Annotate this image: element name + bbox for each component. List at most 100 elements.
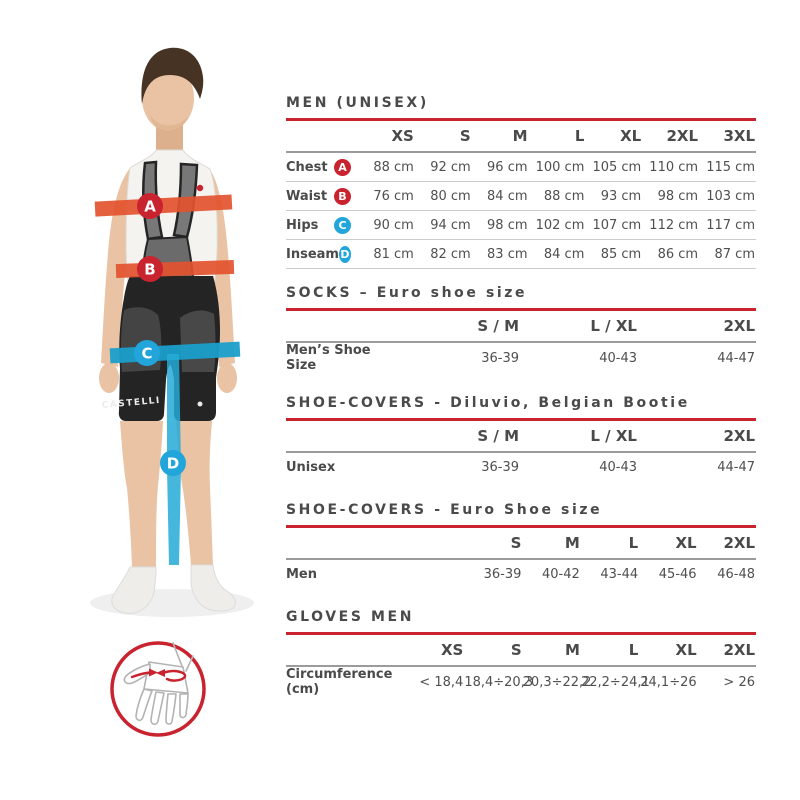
size-col-header: M (522, 528, 581, 560)
empty-header-cell (286, 421, 402, 453)
marker-a-badge: A (334, 158, 351, 176)
table-row-circumference: Circumference (cm) < 18,4 18,4÷20,3 20,3… (286, 666, 756, 697)
right-leg (176, 421, 213, 565)
size-value-cell: 100 cm (528, 152, 586, 182)
size-value-cell: 40-43 (599, 350, 637, 366)
size-value-cell: 102 cm (528, 210, 586, 240)
marker-d: D (160, 450, 186, 476)
shorts-right-logo (197, 401, 203, 407)
left-leg (120, 421, 163, 567)
size-value-cell: < 18,4 (419, 674, 464, 690)
size-value-cell: 87 cm (699, 239, 756, 269)
size-col-header: XL (585, 121, 643, 153)
marker-b-badge: B (334, 187, 351, 205)
section-title-men-unisex: MEN (UNISEX) (286, 95, 756, 121)
row-label: Inseam (286, 246, 339, 262)
table-row-men: Men 36-39 40-42 43-44 45-46 46-48 (286, 559, 756, 588)
header-row: S / M L / XL 2XL (286, 421, 756, 453)
table-row-chest: Chest A 88 cm 92 cm 96 cm 100 cm 105 cm … (286, 152, 756, 182)
size-value-cell: 36-39 (483, 566, 522, 582)
size-col-header: 3XL (699, 121, 756, 153)
size-value-cell: 18,4÷20,3 (464, 674, 534, 690)
size-col-header: M (471, 121, 529, 153)
size-col-header: M (522, 635, 581, 667)
size-value-cell: 117 cm (699, 210, 756, 240)
header-row: S / M L / XL 2XL (286, 311, 756, 343)
size-col-header: 2XL (638, 421, 756, 453)
table-row-mens-shoe-size: Men’s Shoe Size 36-39 40-43 44-47 (286, 342, 756, 373)
empty-header-cell (286, 121, 358, 153)
marker-c-badge: C (334, 216, 351, 234)
row-label: Men’s Shoe Size (286, 343, 371, 373)
hand-outline (123, 642, 194, 726)
size-value-cell: 36-39 (481, 350, 519, 366)
shoecovers-euro-table: S M L XL 2XL Men 36-39 40-42 43-44 45-46… (286, 528, 756, 588)
row-label: Waist (286, 188, 328, 204)
circumference-arrows (130, 668, 187, 682)
size-value-cell: > 26 (723, 674, 755, 690)
row-label: Hips (286, 217, 319, 233)
size-col-header: XS (406, 635, 465, 667)
left-hand (99, 363, 119, 393)
marker-c: C (134, 340, 160, 366)
marker-b: B (137, 256, 163, 282)
row-label: Unisex (286, 459, 336, 475)
size-value-cell: 112 cm (642, 210, 700, 240)
empty-header-cell (286, 528, 464, 560)
size-value-cell: 43-44 (600, 566, 639, 582)
header-row: S M L XL 2XL (286, 528, 756, 560)
size-value-cell: 105 cm (585, 152, 643, 182)
castelli-chest-logo (196, 184, 204, 192)
size-col-header: S (464, 635, 523, 667)
row-label: Circumference (cm) (286, 667, 393, 697)
svg-text:A: A (144, 198, 156, 216)
glove-measure-icon (110, 641, 206, 737)
right-sock (190, 564, 236, 612)
size-value-cell: 85 cm (585, 239, 643, 269)
size-col-header: L (580, 635, 640, 667)
table-row-inseam: Inseam D 81 cm 82 cm 83 cm 84 cm 85 cm 8… (286, 239, 756, 269)
left-sock (111, 566, 157, 614)
men-unisex-table: XS S M L XL 2XL 3XL Chest A 88 cm 92 cm … (286, 121, 756, 269)
size-value-cell: 84 cm (471, 181, 529, 211)
size-col-header: 2XL (638, 311, 756, 343)
size-value-cell: 44-47 (717, 459, 755, 475)
svg-text:D: D (167, 455, 179, 473)
section-title-shoecovers-euro: SHOE-COVERS - Euro Shoe size (286, 502, 756, 528)
size-col-header: XS (358, 121, 415, 153)
size-value-cell: 93 cm (585, 181, 643, 211)
size-col-header: 2XL (697, 635, 756, 667)
section-title-shoecovers-diluvio: SHOE-COVERS - Diluvio, Belgian Bootie (286, 395, 756, 421)
shorts-side-panel-right (180, 310, 216, 372)
size-value-cell: 80 cm (414, 181, 472, 211)
size-value-cell: 86 cm (642, 239, 700, 269)
size-col-header: L / XL (520, 311, 638, 343)
marker-a: A (137, 193, 163, 219)
header-row: XS S M L XL 2XL (286, 635, 756, 667)
size-value-cell: 84 cm (528, 239, 586, 269)
face (142, 65, 194, 131)
size-col-header: L / XL (520, 421, 638, 453)
hair (141, 47, 204, 104)
size-value-cell: 107 cm (585, 210, 643, 240)
size-value-cell: 36-39 (481, 459, 519, 475)
size-value-cell: 98 cm (471, 210, 529, 240)
marker-d-badge: D (338, 245, 351, 263)
gloves-men-table: XS S M L XL 2XL Circumference (cm) < 18,… (286, 635, 756, 697)
size-value-cell: 115 cm (699, 152, 756, 182)
table-row-unisex: Unisex 36-39 40-43 44-47 (286, 452, 756, 481)
socks-table: S / M L / XL 2XL Men’s Shoe Size 36-39 4… (286, 311, 756, 373)
shoecovers-diluvio-table: S / M L / XL 2XL Unisex 36-39 40-43 44-4… (286, 421, 756, 481)
size-value-cell: 20,3÷22,2 (522, 674, 592, 690)
glove-icon-circle (110, 641, 206, 737)
svg-text:C: C (141, 345, 152, 363)
size-value-cell: 45-46 (658, 566, 697, 582)
size-value-cell: 46-48 (717, 566, 755, 582)
size-value-cell: 24,1÷26 (640, 674, 697, 690)
size-col-header: L (528, 121, 586, 153)
size-col-header: S (414, 121, 472, 153)
size-col-header: XL (639, 635, 698, 667)
size-value-cell: 96 cm (471, 152, 529, 182)
measurement-band-a (94, 194, 233, 217)
size-value-cell: 98 cm (642, 181, 700, 211)
